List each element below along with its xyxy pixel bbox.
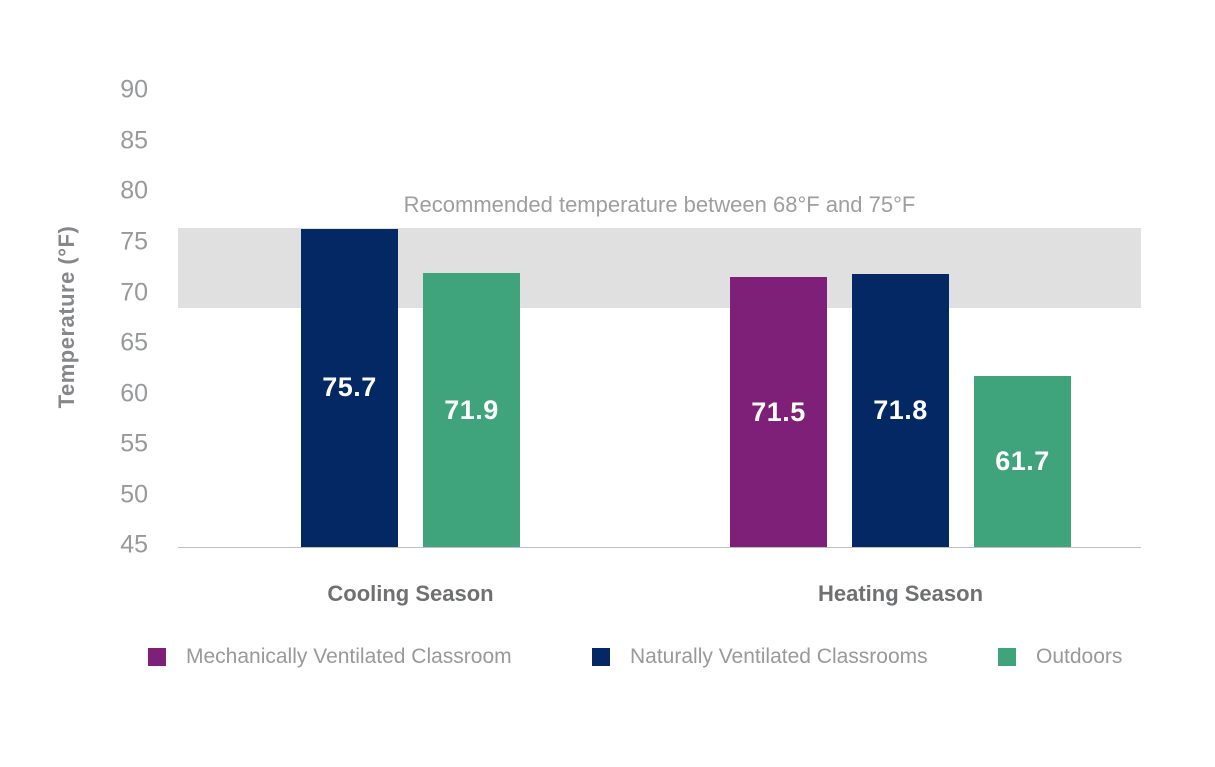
x-axis-line	[178, 547, 1141, 548]
bar-value-label: 71.9	[444, 394, 499, 425]
bar-cooling-season-outdoors: 71.9	[423, 273, 520, 547]
legend-swatch-outdoors	[998, 648, 1016, 666]
legend-label-outdoors: Outdoors	[1036, 645, 1123, 668]
legend-swatch-mechanically-ventilated-classroom	[148, 648, 166, 666]
y-tick-75: 75	[120, 227, 148, 256]
bar-value-label: 71.8	[873, 395, 928, 426]
category-label-cooling-season: Cooling Season	[327, 581, 494, 606]
legend-item-naturally-ventilated-classrooms: Naturally Ventilated Classrooms	[592, 645, 928, 669]
bar-heating-season-outdoors: 61.7	[974, 376, 1071, 547]
bar-value-label: 75.7	[322, 372, 377, 403]
y-tick-65: 65	[120, 328, 148, 357]
bar-value-label: 71.5	[751, 396, 806, 427]
bar-value-label: 61.7	[995, 446, 1050, 477]
legend-swatch-naturally-ventilated-classrooms	[592, 648, 610, 666]
legend-item-mechanically-ventilated-classroom: Mechanically Ventilated Classroom	[148, 645, 512, 669]
y-tick-45: 45	[120, 530, 148, 559]
y-tick-80: 80	[120, 176, 148, 205]
bar-heating-season-naturally-ventilated-classrooms: 71.8	[852, 274, 949, 547]
legend-label-mechanically-ventilated-classroom: Mechanically Ventilated Classroom	[186, 645, 512, 668]
y-tick-70: 70	[120, 278, 148, 307]
category-label-heating-season: Heating Season	[817, 581, 984, 606]
y-tick-60: 60	[120, 379, 148, 408]
bar-heating-season-mechanically-ventilated-classroom: 71.5	[730, 277, 827, 547]
y-tick-50: 50	[120, 480, 148, 509]
y-tick-55: 55	[120, 429, 148, 458]
bar-cooling-season-naturally-ventilated-classrooms: 75.7	[301, 228, 398, 547]
legend-item-outdoors: Outdoors	[998, 645, 1122, 669]
y-axis-title: Temperature (°F)	[54, 225, 79, 409]
legend-label-naturally-ventilated-classrooms: Naturally Ventilated Classrooms	[630, 645, 928, 668]
band-annotation: Recommended temperature between 68°F and…	[403, 192, 916, 217]
y-tick-85: 85	[120, 126, 148, 155]
y-tick-90: 90	[120, 75, 148, 104]
